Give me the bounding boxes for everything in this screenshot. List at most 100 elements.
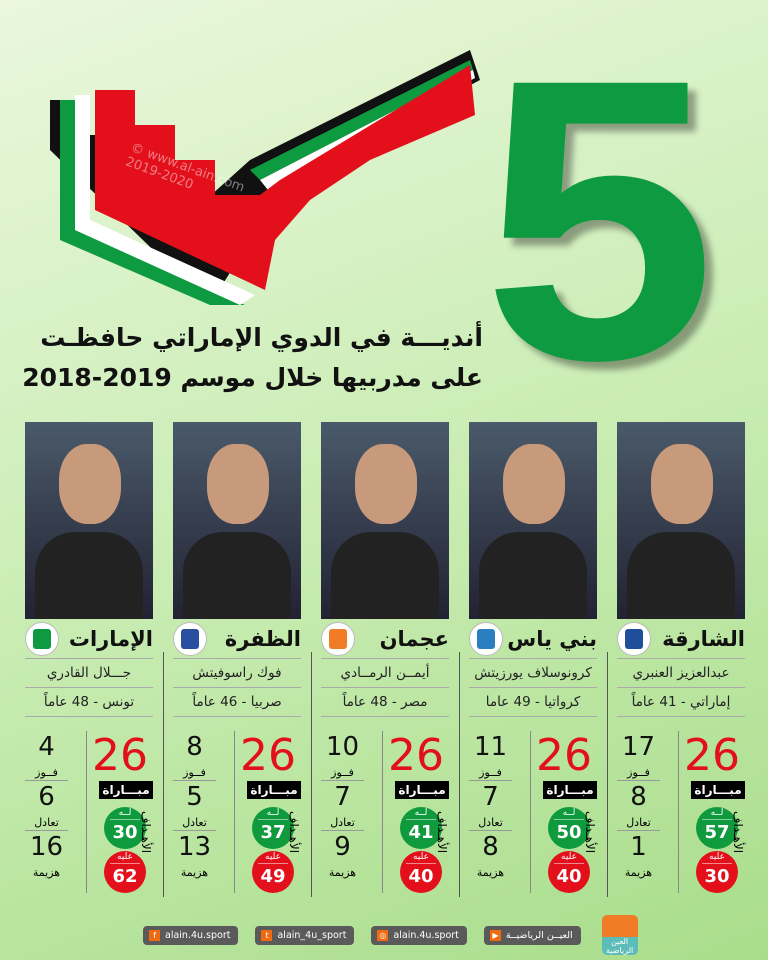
coach-photo (25, 422, 153, 619)
matches-value: 26 (684, 730, 740, 781)
coach-origin: مصر - 48 عاماً (321, 688, 449, 717)
wins-label: فــوز (479, 766, 502, 779)
goals-label: الأهـداف (583, 811, 597, 854)
instagram-handle: alain.4u.sport (393, 929, 459, 941)
wins-value: 10 (325, 732, 360, 762)
wins-label: فــوز (35, 766, 58, 779)
goals-label: الأهـداف (435, 811, 449, 854)
coach-name: فوك راسوفيتش (173, 659, 301, 688)
goals-against-value: 49 (260, 866, 286, 887)
wins-stat: 4 فــوز (25, 731, 68, 781)
goals-against-badge: عليه 30 (696, 851, 738, 893)
goals-against-value: 40 (556, 866, 582, 887)
wins-label: فــوز (627, 766, 650, 779)
club-name: عجمان (379, 626, 449, 651)
matches-label: مبـــاراة (691, 781, 745, 799)
losses-value: 13 (177, 832, 212, 862)
goals-against-badge: عليه 49 (252, 851, 294, 893)
losses-label: هزيمة (476, 866, 505, 879)
goals-against-value: 30 (704, 866, 730, 887)
club-name: الإمارات (68, 626, 153, 651)
draws-stat: 8 تعادل (617, 781, 660, 831)
coach-origin: صربيا - 46 عاماً (173, 688, 301, 717)
goals-for-badge: لــه 50 (548, 807, 590, 849)
losses-label: هزيمة (32, 866, 61, 879)
club-card: بني ياس كرونوسلاف يورزيتش كرواتيا - 49 ع… (469, 422, 608, 897)
matches-label: مبـــاراة (247, 781, 301, 799)
goals-label: الأهـداف (139, 811, 153, 854)
club-logo (173, 621, 207, 656)
coach-photo (617, 422, 745, 619)
instagram-link[interactable]: ◎ alain.4u.sport (371, 925, 467, 945)
coach-name: كرونوسلاف يورزيتش (469, 659, 597, 688)
losses-label: هزيمة (180, 866, 209, 879)
club-name: الظفرة (224, 626, 301, 651)
coach-photo (173, 422, 301, 619)
losses-stat: 8 هزيمة (469, 831, 512, 881)
goals-for-value: 57 (704, 822, 730, 843)
matches-label: مبـــاراة (543, 781, 597, 799)
twitter-link[interactable]: t alain_4u_sport (255, 925, 355, 945)
matches-value: 26 (92, 730, 148, 781)
coach-photo (321, 422, 449, 619)
draws-stat: 7 تعادل (469, 781, 512, 831)
wins-stat: 17 فــوز (617, 731, 660, 781)
losses-value: 16 (29, 832, 64, 862)
wins-value: 4 (38, 732, 55, 762)
goals-for-label: لــه (702, 807, 732, 820)
matches-label: مبـــاراة (99, 781, 153, 799)
losses-label: هزيمة (328, 866, 357, 879)
matches-value: 26 (536, 730, 592, 781)
draws-value: 5 (186, 782, 203, 812)
goals-against-label: عليه (406, 851, 436, 864)
losses-stat: 1 هزيمة (617, 831, 660, 881)
goals-for-badge: لــه 37 (252, 807, 294, 849)
goals-for-badge: لــه 30 (104, 807, 146, 849)
coach-name: جـــلال القادري (25, 659, 153, 688)
club-name: الشارقة (662, 626, 745, 651)
uae-flag-check-graphic (50, 50, 480, 305)
wins-value: 11 (473, 732, 508, 762)
wins-value: 8 (186, 732, 203, 762)
club-card: الشارقة عبدالعزيز العنبري إماراتي - 41 ع… (617, 422, 745, 897)
coach-name: أيمــن الرمــادي (321, 659, 449, 688)
goals-against-badge: عليه 40 (548, 851, 590, 893)
headline-line-2: على مدربيها خلال موسم 2019-2018 (22, 363, 483, 392)
draws-label: تعادل (626, 816, 651, 829)
club-columns: الشارقة عبدالعزيز العنبري إماراتي - 41 ع… (25, 422, 745, 897)
headline-line-1: أنديـــة في الدوي الإماراتي حافظـت (40, 323, 483, 352)
wins-stat: 10 فــوز (321, 731, 364, 781)
facebook-link[interactable]: f alain.4u.sport (143, 925, 239, 945)
losses-label: هزيمة (624, 866, 653, 879)
draws-stat: 6 تعادل (25, 781, 68, 831)
goals-for-badge: لــه 57 (696, 807, 738, 849)
club-logo (321, 621, 355, 656)
brand-logo: العين الرياضية (601, 915, 638, 955)
club-logo (617, 621, 651, 656)
goals-against-value: 62 (112, 866, 138, 887)
losses-value: 9 (334, 832, 351, 862)
goals-label: الأهـداف (287, 811, 301, 854)
draws-value: 6 (38, 782, 55, 812)
club-name: بني ياس (507, 626, 597, 651)
goals-against-label: عليه (258, 851, 288, 864)
matches-value: 26 (240, 730, 296, 781)
losses-stat: 16 هزيمة (25, 831, 68, 881)
youtube-icon: ▶ (489, 929, 501, 941)
goals-for-label: لــه (406, 807, 436, 820)
club-logo (25, 621, 59, 656)
goals-against-badge: عليه 62 (104, 851, 146, 893)
draws-label: تعادل (478, 816, 503, 829)
youtube-link[interactable]: ▶ العيــن الرياضيــة (483, 925, 581, 945)
draws-value: 8 (630, 782, 647, 812)
goals-for-value: 41 (408, 822, 434, 843)
coach-name: عبدالعزيز العنبري (617, 659, 745, 688)
goals-for-value: 37 (260, 822, 286, 843)
matches-value: 26 (388, 730, 444, 781)
losses-value: 1 (630, 832, 647, 862)
headline-number: 5 (482, 0, 717, 443)
goals-label: الأهـداف (731, 811, 745, 854)
goals-against-label: عليه (110, 851, 140, 864)
goals-for-badge: لــه 41 (400, 807, 442, 849)
twitter-handle: alain_4u_sport (277, 929, 347, 941)
